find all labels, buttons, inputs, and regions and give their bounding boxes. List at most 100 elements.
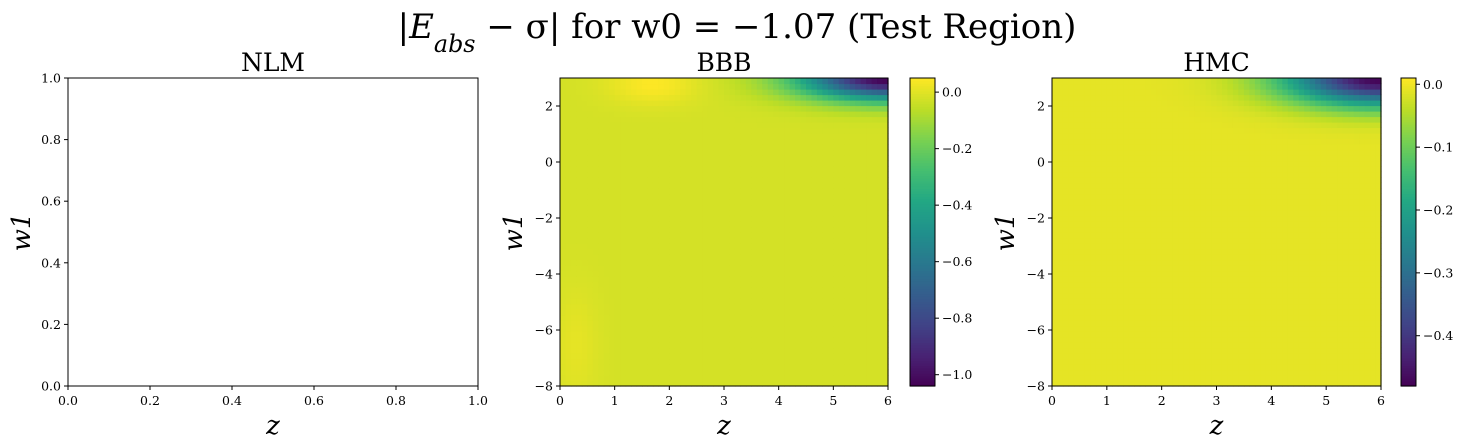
heatmap-cell — [696, 309, 703, 316]
heatmap-cell — [609, 83, 616, 90]
heatmap-cell — [1084, 138, 1091, 145]
heatmap-cell — [762, 144, 769, 151]
heatmap-cell — [1189, 204, 1196, 211]
heatmap-cell — [598, 347, 605, 354]
heatmap-cell — [691, 83, 698, 90]
heatmap-cell — [642, 160, 649, 167]
heatmap-cell — [1095, 314, 1102, 321]
heatmap-cell — [724, 364, 731, 371]
heatmap-cell — [647, 226, 654, 233]
heatmap-cell — [691, 281, 698, 288]
heatmap-cell — [652, 111, 659, 118]
heatmap-cell — [882, 248, 889, 255]
heatmap-cell — [849, 309, 856, 316]
heatmap-cell — [642, 281, 649, 288]
heatmap-cell — [756, 204, 763, 211]
heatmap-cell — [762, 237, 769, 244]
heatmap-cell — [614, 188, 621, 195]
heatmap-cell — [866, 259, 873, 266]
heatmap-cell — [1156, 243, 1163, 250]
heatmap-cell — [1161, 160, 1168, 167]
heatmap-cell — [587, 122, 594, 129]
heatmap-cell — [718, 303, 725, 310]
y-tick-label: 0.8 — [41, 132, 61, 147]
heatmap-cell — [789, 199, 796, 206]
heatmap-cell — [685, 309, 692, 316]
heatmap-cell — [827, 160, 834, 167]
colorbar-segment — [910, 365, 935, 369]
heatmap-cell — [756, 127, 763, 134]
heatmap-cell — [1079, 287, 1086, 294]
heatmap-cell — [1189, 259, 1196, 266]
heatmap-cell — [1090, 303, 1097, 310]
heatmap-cell — [871, 122, 878, 129]
heatmap-cell — [729, 298, 736, 305]
heatmap-cell — [724, 270, 731, 277]
heatmap-cell — [570, 204, 577, 211]
heatmap-cell — [866, 369, 873, 376]
heatmap-cell — [827, 314, 834, 321]
heatmap-cell — [581, 199, 588, 206]
heatmap-cell — [871, 204, 878, 211]
heatmap-cell — [838, 375, 845, 382]
heatmap-cell — [827, 204, 834, 211]
heatmap-cell — [658, 193, 665, 200]
heatmap-cell — [1068, 369, 1075, 376]
heatmap-cell — [1150, 182, 1157, 189]
heatmap-cell — [827, 144, 834, 151]
heatmap-cell — [1156, 171, 1163, 178]
heatmap-cell — [838, 276, 845, 283]
heatmap-cell — [1090, 94, 1097, 101]
heatmap-cell — [833, 314, 840, 321]
heatmap-cell — [1112, 149, 1119, 156]
heatmap-cell — [762, 215, 769, 222]
heatmap-cell — [603, 375, 610, 382]
heatmap-cell — [718, 259, 725, 266]
heatmap-cell — [1117, 358, 1124, 365]
heatmap-cell — [1128, 105, 1135, 112]
heatmap-cell — [1101, 347, 1108, 354]
heatmap-cell — [816, 215, 823, 222]
heatmap-cell — [877, 248, 884, 255]
heatmap-cell — [1161, 144, 1168, 151]
heatmap-cell — [1183, 358, 1190, 365]
heatmap-cell — [1167, 347, 1174, 354]
heatmap-cell — [680, 111, 687, 118]
heatmap-cell — [789, 314, 796, 321]
heatmap-cell — [691, 259, 698, 266]
heatmap-cell — [1073, 364, 1081, 371]
heatmap-cell — [663, 111, 670, 118]
heatmap-cell — [1150, 188, 1157, 195]
heatmap-cell — [1117, 380, 1124, 387]
heatmap-cell — [816, 166, 823, 173]
heatmap-cell — [696, 232, 703, 239]
heatmap-cell — [1183, 375, 1190, 382]
heatmap-cell — [773, 177, 780, 184]
heatmap-cell — [745, 353, 752, 360]
heatmap-cell — [724, 215, 731, 222]
heatmap-cell — [827, 281, 834, 288]
heatmap-cell — [592, 116, 599, 123]
heatmap-cell — [734, 160, 741, 167]
heatmap-cell — [614, 237, 621, 244]
heatmap-cell — [1128, 298, 1135, 305]
heatmap-cell — [1062, 320, 1070, 327]
heatmap-cell — [1145, 193, 1152, 200]
heatmap-cell — [849, 325, 856, 332]
heatmap-cell — [658, 281, 665, 288]
heatmap-cell — [658, 347, 665, 354]
heatmap-cell — [570, 78, 577, 85]
heatmap-cell — [751, 325, 758, 332]
heatmap-cell — [806, 204, 813, 211]
heatmap-cell — [565, 364, 572, 371]
heatmap-cell — [685, 281, 692, 288]
heatmap-cell — [1145, 221, 1152, 228]
heatmap-cell — [866, 237, 873, 244]
heatmap-cell — [1156, 221, 1163, 228]
heatmap-cell — [734, 287, 741, 294]
heatmap-cell — [680, 375, 687, 382]
heatmap-cell — [570, 89, 577, 96]
heatmap-cell — [855, 204, 862, 211]
heatmap-cell — [1145, 171, 1152, 178]
heatmap-cell — [784, 232, 791, 239]
